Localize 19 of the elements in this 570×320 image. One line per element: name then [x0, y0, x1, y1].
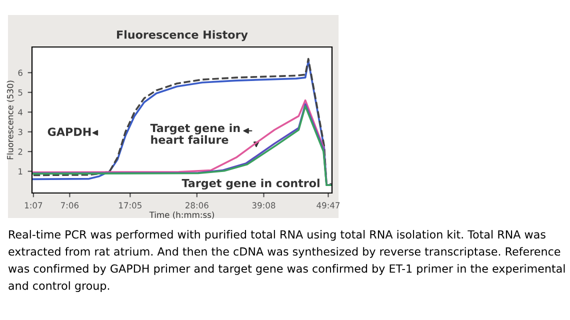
x-tick-label: 28:06 [186, 202, 208, 208]
annotation: Target gene in control [182, 178, 320, 190]
x-axis-title: Time (h:mm:ss) [149, 211, 214, 219]
chart-title: Fluorescence History [117, 30, 248, 42]
annotation: GAPDH [48, 128, 91, 136]
y-tick-label: 1 [18, 168, 22, 174]
y-tick-label: 5 [18, 89, 22, 96]
x-tick-label: 39:08 [252, 202, 276, 208]
y-axis-title: Fluorescence (530) [6, 80, 14, 160]
y-tick-label: 3 [18, 128, 22, 136]
y-tick-label: 6 [18, 70, 22, 76]
annotation: Target gene in heart failure [150, 124, 240, 144]
x-tick-label: 17:05 [119, 202, 142, 208]
y-tick-label: 4 [18, 109, 23, 116]
text: Real-time PCR was performed with purified total RNA using total RNA isolation kit. Total RNA was extracted from rat atrium. And then the cDNA was synthesized by reverse transcriptase. Reference was confirmed by GAPDH primer and target gene was confirmed by ET-1 primer in the experimental and control group. [8, 230, 565, 292]
y-tick-label: 2 [18, 148, 22, 155]
x-tick-label: 49:47 [316, 202, 340, 208]
x-tick-label: 7:06 [61, 202, 79, 208]
x-tick-label: 1:07 [24, 202, 42, 208]
